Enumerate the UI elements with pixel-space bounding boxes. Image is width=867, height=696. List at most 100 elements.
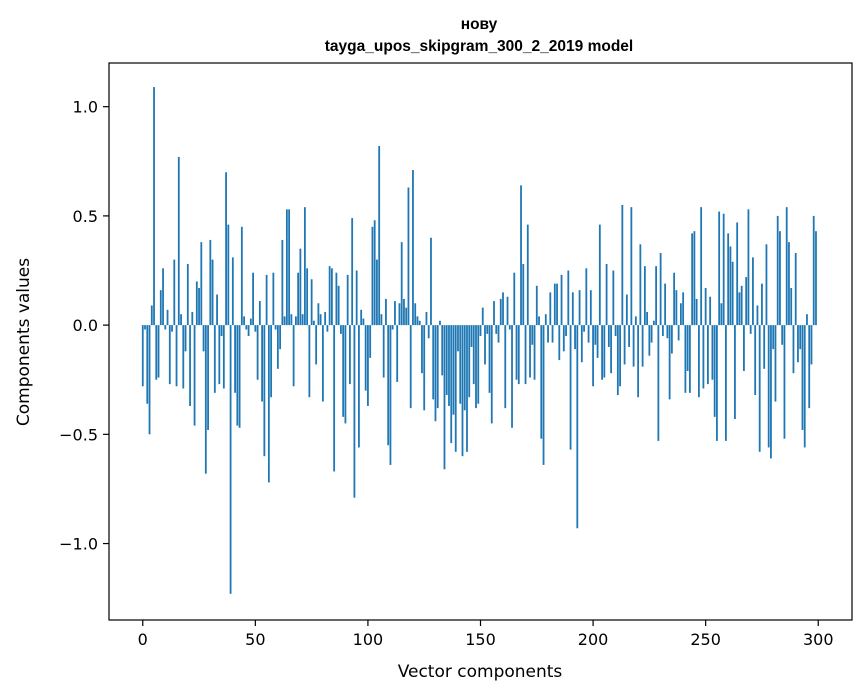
bar-component-293 — [801, 325, 804, 430]
bar-component-61 — [279, 325, 282, 350]
bar-component-159 — [499, 298, 502, 326]
bar-component-226 — [650, 325, 653, 343]
bar-component-112 — [394, 301, 396, 326]
bar-component-195 — [580, 325, 583, 363]
bar-component-74 — [308, 325, 311, 398]
bar-component-128 — [430, 237, 432, 326]
bar-component-156 — [493, 301, 495, 326]
bar-component-215 — [625, 294, 628, 326]
bar-component-190 — [569, 325, 572, 450]
bar-component-36 — [222, 325, 225, 389]
bar-component-20 — [186, 263, 189, 326]
bar-component-26 — [200, 242, 203, 326]
bar-component-239 — [679, 303, 682, 326]
bar-component-1 — [144, 325, 146, 330]
bar-component-196 — [583, 325, 585, 332]
bar-component-185 — [558, 325, 561, 361]
bar-component-93 — [351, 218, 354, 326]
bar-component-155 — [490, 325, 493, 424]
bar-component-30 — [209, 239, 212, 326]
bar-component-34 — [218, 325, 221, 385]
bar-component-25 — [198, 287, 200, 326]
bar-component-135 — [445, 325, 448, 396]
bar-component-172 — [529, 325, 531, 378]
x-tick-label: 200 — [578, 630, 609, 649]
bar-component-55 — [265, 274, 268, 326]
bar-component-89 — [342, 325, 345, 417]
bar-component-48 — [249, 318, 252, 326]
bar-component-23 — [193, 325, 196, 426]
bar-component-283 — [779, 231, 781, 326]
bar-component-201 — [594, 325, 597, 345]
bar-component-127 — [427, 325, 430, 339]
bar-component-44 — [240, 226, 243, 326]
bar-component-114 — [398, 303, 401, 326]
bar-component-173 — [531, 325, 534, 345]
bar-component-222 — [641, 325, 644, 367]
bar-component-141 — [459, 325, 462, 404]
bar-component-136 — [448, 325, 450, 406]
bar-component-4 — [150, 305, 153, 326]
bar-component-160 — [502, 292, 504, 326]
bar-component-63 — [283, 316, 286, 326]
bar-component-200 — [592, 325, 594, 387]
bar-component-162 — [506, 296, 509, 326]
bar-component-242 — [686, 325, 689, 371]
bar-component-24 — [195, 281, 198, 326]
bar-component-84 — [331, 268, 333, 326]
bar-component-10 — [164, 325, 167, 330]
bar-component-47 — [247, 325, 250, 337]
bar-component-206 — [605, 263, 608, 326]
bar-component-38 — [227, 224, 230, 326]
bar-component-213 — [621, 204, 624, 326]
bar-component-212 — [619, 325, 621, 387]
bar-component-210 — [614, 325, 617, 337]
bar-component-230 — [659, 253, 662, 326]
bar-component-78 — [317, 303, 320, 326]
bar-component-81 — [324, 312, 327, 326]
bar-component-92 — [349, 325, 351, 385]
bar-component-245 — [693, 231, 696, 326]
bar-component-64 — [285, 209, 288, 326]
bar-component-119 — [409, 325, 412, 409]
bar-component-7 — [157, 325, 160, 378]
bar-component-236 — [673, 272, 676, 326]
y-tick-label: 0.5 — [73, 207, 98, 226]
bar-component-147 — [472, 325, 475, 385]
bar-component-274 — [758, 325, 761, 452]
bar-component-170 — [524, 325, 527, 385]
bar-component-297 — [810, 325, 813, 365]
bar-component-12 — [168, 325, 171, 385]
bar-component-142 — [461, 325, 464, 457]
bar-component-232 — [664, 283, 667, 326]
bars-group — [141, 87, 817, 594]
bar-component-2 — [146, 325, 149, 404]
bar-component-163 — [508, 325, 511, 330]
bar-component-65 — [288, 209, 291, 326]
bar-component-97 — [360, 309, 363, 326]
bar-component-209 — [612, 270, 615, 326]
bar-component-37 — [225, 172, 227, 326]
bar-component-280 — [772, 325, 775, 350]
bar-component-9 — [162, 268, 164, 326]
bar-component-11 — [166, 309, 169, 326]
bar-component-296 — [808, 325, 811, 409]
bar-component-100 — [367, 325, 369, 406]
bar-component-69 — [297, 272, 300, 326]
bar-component-299 — [815, 231, 817, 326]
bar-component-275 — [761, 283, 763, 326]
bar-component-221 — [639, 244, 642, 326]
bar-component-73 — [306, 268, 309, 326]
bar-component-248 — [700, 207, 703, 326]
chart-title-line2: tayga_upos_skipgram_300_2_2019 model — [325, 38, 633, 55]
bar-component-133 — [441, 325, 444, 376]
bar-component-262 — [731, 261, 734, 326]
bar-component-181 — [549, 292, 552, 326]
bar-component-66 — [290, 314, 293, 326]
bar-component-188 — [565, 325, 567, 337]
bar-component-130 — [434, 325, 437, 422]
bar-component-177 — [540, 325, 543, 439]
bar-component-268 — [745, 277, 748, 326]
bar-component-62 — [281, 239, 284, 326]
